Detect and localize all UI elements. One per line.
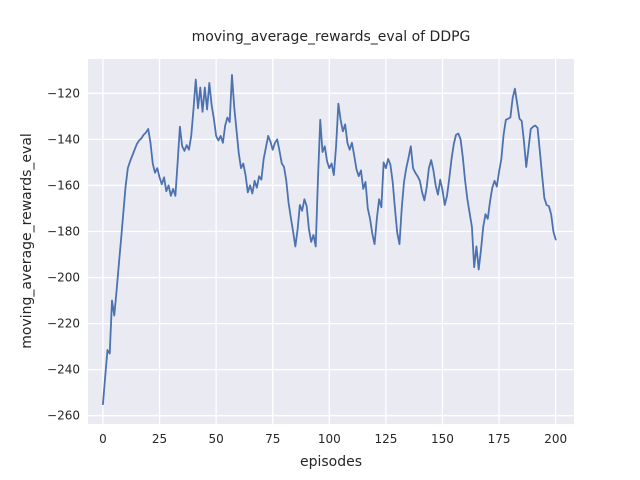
- rewards-line-series: [102, 73, 557, 406]
- x-tick-label: 200: [544, 432, 567, 446]
- y-tick-label: −180: [47, 224, 80, 238]
- y-axis-label: moving_average_rewards_eval: [19, 133, 35, 349]
- y-tick-label: −120: [47, 86, 80, 100]
- x-tick-label: 0: [99, 432, 107, 446]
- x-tick-label: 25: [152, 432, 167, 446]
- y-tick-label: −220: [47, 317, 80, 331]
- chart-title: moving_average_rewards_eval of DDPG: [191, 29, 471, 45]
- y-tick-label: −240: [47, 363, 80, 377]
- x-tick-label: 50: [208, 432, 223, 446]
- y-tick-label: −140: [47, 132, 80, 146]
- y-tick-label: −160: [47, 178, 80, 192]
- x-tick-label: 175: [488, 432, 511, 446]
- x-tick-label: 125: [374, 432, 397, 446]
- x-tick-label: 150: [431, 432, 454, 446]
- x-axis-label: episodes: [299, 454, 363, 470]
- x-tick-label: 100: [318, 432, 341, 446]
- y-tick-label: −200: [47, 271, 80, 285]
- y-tick-label: −260: [47, 409, 80, 423]
- x-tick-label: 75: [265, 432, 280, 446]
- plot-area: [88, 59, 574, 424]
